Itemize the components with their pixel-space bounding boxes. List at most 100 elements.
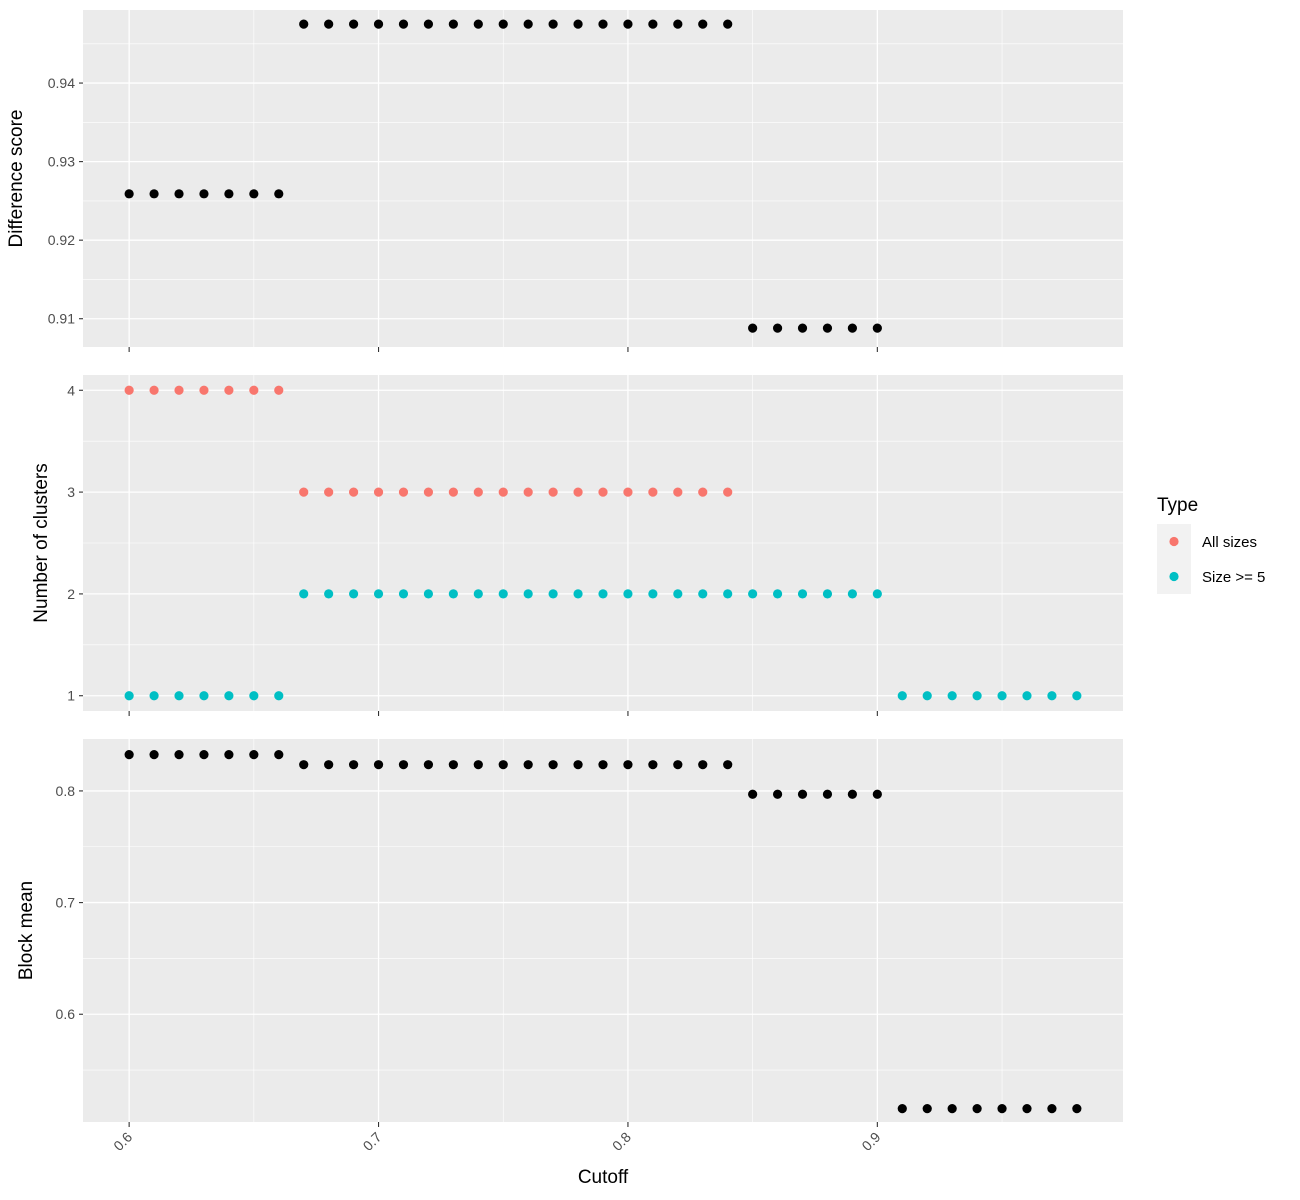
y-tick-label: 0.6 bbox=[56, 1006, 76, 1022]
data-point bbox=[149, 385, 159, 395]
data-point bbox=[448, 760, 458, 770]
data-point bbox=[523, 487, 533, 497]
data-point bbox=[124, 189, 134, 199]
data-point bbox=[648, 589, 658, 599]
data-point bbox=[398, 760, 409, 770]
data-point bbox=[723, 760, 733, 770]
data-point bbox=[274, 750, 284, 760]
data-point bbox=[1072, 691, 1082, 701]
data-point bbox=[523, 19, 533, 29]
data-point bbox=[348, 589, 359, 599]
data-point bbox=[174, 385, 184, 395]
data-point bbox=[199, 691, 209, 701]
data-point bbox=[149, 189, 159, 199]
data-point bbox=[872, 589, 882, 599]
y-tick-label: 0.93 bbox=[48, 154, 75, 170]
data-point bbox=[797, 589, 808, 599]
data-point bbox=[872, 323, 882, 333]
data-point bbox=[373, 487, 384, 497]
legend-key-swatch bbox=[1169, 571, 1179, 582]
data-point bbox=[772, 789, 783, 799]
data-point bbox=[373, 589, 384, 599]
data-point bbox=[822, 323, 833, 333]
data-point bbox=[274, 385, 284, 395]
data-point bbox=[473, 589, 483, 599]
data-point bbox=[348, 487, 359, 497]
data-point bbox=[523, 589, 533, 599]
data-point bbox=[324, 589, 334, 599]
x-tick-label: 0.9 bbox=[858, 1129, 883, 1154]
data-point bbox=[648, 19, 658, 29]
data-point bbox=[249, 385, 259, 395]
x-axis-title: Cutoff bbox=[578, 1167, 629, 1188]
data-point bbox=[673, 760, 683, 770]
data-point bbox=[797, 323, 808, 333]
data-point bbox=[673, 19, 683, 29]
legend-label: Size >= 5 bbox=[1202, 569, 1265, 586]
data-point bbox=[498, 19, 508, 29]
data-point bbox=[423, 760, 434, 770]
y-axis-title: Difference score bbox=[6, 110, 27, 248]
data-point bbox=[448, 589, 458, 599]
legend-label: All sizes bbox=[1202, 534, 1257, 551]
data-point bbox=[149, 691, 159, 701]
x-tick-label: 0.6 bbox=[110, 1129, 135, 1154]
data-point bbox=[324, 487, 334, 497]
data-point bbox=[698, 19, 708, 29]
data-point bbox=[1072, 1104, 1082, 1114]
data-point bbox=[174, 691, 184, 701]
data-point bbox=[573, 19, 583, 29]
data-point bbox=[623, 589, 633, 599]
data-point bbox=[249, 691, 259, 701]
data-point bbox=[922, 1104, 932, 1114]
panel-background bbox=[83, 10, 1123, 347]
data-point bbox=[847, 589, 858, 599]
data-point bbox=[822, 789, 833, 799]
panel-blockmean: 0.6 0.7 0.8 Block mean bbox=[16, 739, 1123, 1127]
data-point bbox=[373, 19, 384, 29]
data-point bbox=[772, 589, 783, 599]
y-tick-label: 0.8 bbox=[56, 783, 76, 799]
data-point bbox=[698, 487, 708, 497]
data-point bbox=[623, 760, 633, 770]
data-point bbox=[498, 487, 508, 497]
legend-key-swatch bbox=[1169, 536, 1179, 547]
data-point bbox=[922, 691, 932, 701]
data-point bbox=[573, 589, 583, 599]
data-point bbox=[548, 760, 558, 770]
y-tick-label: 1 bbox=[67, 688, 75, 704]
y-tick-label: 2 bbox=[67, 586, 75, 602]
data-point bbox=[199, 750, 209, 760]
data-point bbox=[324, 760, 334, 770]
data-point bbox=[199, 189, 209, 199]
data-point bbox=[872, 789, 882, 799]
data-point bbox=[598, 19, 608, 29]
data-point bbox=[897, 1104, 907, 1114]
x-tick-label: 0.7 bbox=[360, 1129, 385, 1154]
data-point bbox=[548, 19, 558, 29]
y-tick-label: 0.94 bbox=[48, 75, 75, 91]
x-tick-label: 0.8 bbox=[609, 1129, 634, 1154]
data-point bbox=[748, 589, 758, 599]
y-tick-label: 4 bbox=[67, 382, 75, 398]
data-point bbox=[423, 487, 434, 497]
data-point bbox=[448, 19, 458, 29]
legend-title: Type bbox=[1157, 495, 1198, 516]
data-point bbox=[299, 19, 309, 29]
data-point bbox=[224, 189, 234, 199]
data-point bbox=[947, 1104, 957, 1114]
y-tick-label: 0.92 bbox=[48, 232, 75, 248]
data-point bbox=[947, 691, 957, 701]
data-point bbox=[723, 19, 733, 29]
data-point bbox=[498, 760, 508, 770]
data-point bbox=[748, 789, 758, 799]
data-point bbox=[673, 487, 683, 497]
data-point bbox=[373, 760, 384, 770]
data-point bbox=[997, 1104, 1007, 1114]
data-point bbox=[348, 19, 359, 29]
data-point bbox=[274, 189, 284, 199]
data-point bbox=[548, 589, 558, 599]
data-point bbox=[573, 487, 583, 497]
data-point bbox=[723, 487, 733, 497]
